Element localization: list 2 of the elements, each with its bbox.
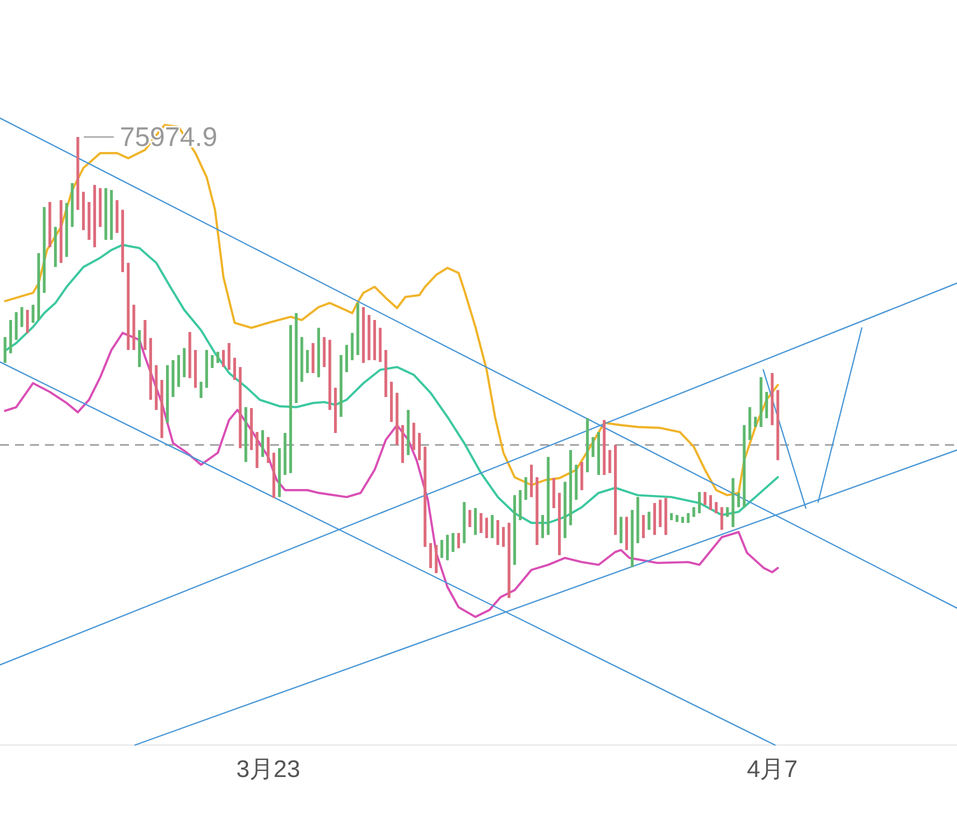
x-tick-label: 3月23 xyxy=(236,756,300,783)
x-tick-label: 4月7 xyxy=(746,756,798,783)
